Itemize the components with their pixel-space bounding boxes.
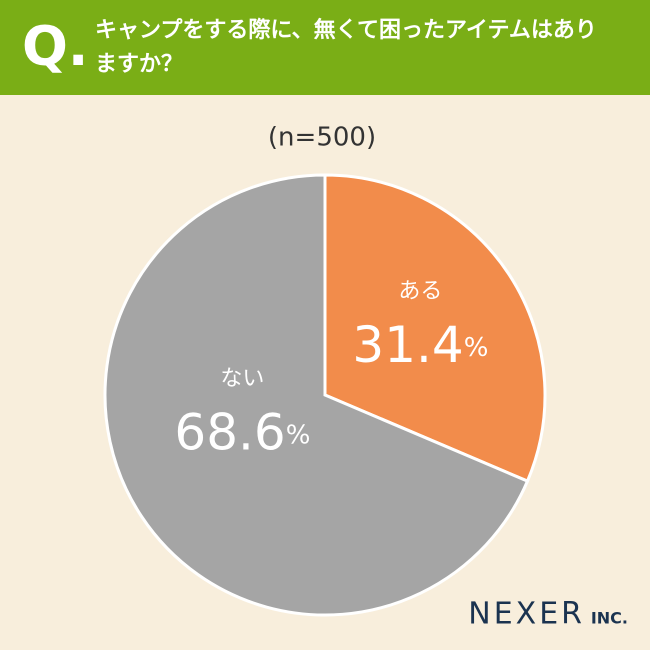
pie-slice xyxy=(323,173,547,484)
chart-title: キャンプをする際に、無くて困ったアイテムはありますか？ xyxy=(95,18,597,77)
header: Q. キャンプをする際に、無くて困ったアイテムはありますか？ xyxy=(0,0,650,95)
question-mark: Q. xyxy=(22,15,89,78)
slice-value-label: 31.4% xyxy=(352,315,488,373)
value-part: % xyxy=(464,332,489,362)
logo-suffix: INC. xyxy=(591,609,628,628)
pie-slice xyxy=(103,173,530,617)
slice-label: ある xyxy=(398,279,442,304)
value-part: % xyxy=(286,420,311,450)
slice-label: ない xyxy=(220,367,264,392)
logo: NEXER xyxy=(468,597,585,632)
value-part: 31.4 xyxy=(352,315,463,373)
slice-value-label: 68.6% xyxy=(174,403,310,461)
value-part: 68.6 xyxy=(174,403,285,461)
chart-subtitle: (n=500) xyxy=(268,123,376,153)
